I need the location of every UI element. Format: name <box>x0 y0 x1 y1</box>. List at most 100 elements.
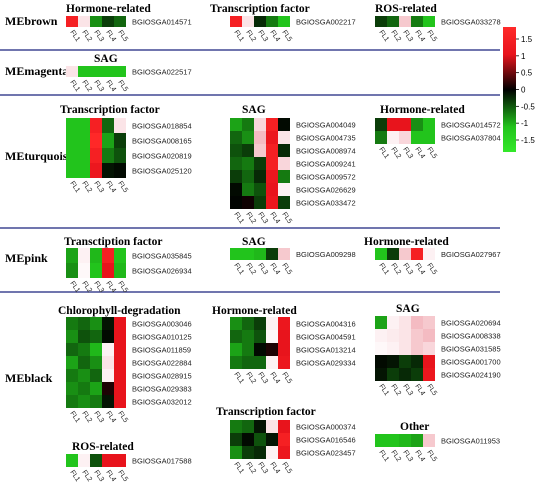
heatmap-cell <box>78 133 90 148</box>
heatmap-cell <box>102 148 114 163</box>
heatmap-cell <box>114 382 126 395</box>
colorbar-tick-label: 0 <box>521 86 526 95</box>
heatmap-cell <box>78 148 90 163</box>
heatmap-cell <box>242 446 254 459</box>
heatmap-cell <box>411 329 423 342</box>
heatmap-cell <box>387 248 399 260</box>
column-label: FL2 <box>389 29 402 43</box>
heatmap-cell <box>230 118 242 131</box>
heatmap-cell <box>411 16 423 27</box>
heatmap-cell <box>102 382 114 395</box>
heatmap-cell <box>423 16 435 27</box>
heatmap-cell <box>254 420 266 433</box>
gene-label: BGIOSGA014571 <box>132 18 192 27</box>
column-label: FL1 <box>68 29 81 43</box>
column-label: FL1 <box>68 469 81 483</box>
column-label: FL1 <box>377 262 390 276</box>
module-label: MEbrown <box>5 14 58 28</box>
heatmap-cell <box>387 131 399 144</box>
gene-label: BGIOSGA023457 <box>296 449 356 458</box>
column-label: FL4 <box>413 146 426 160</box>
heatmap-cell <box>254 356 266 369</box>
heatmap-cell <box>114 133 126 148</box>
heatmap-cell <box>114 66 126 77</box>
heatmap-cell <box>66 16 78 27</box>
heatmap-cell <box>90 330 102 343</box>
heatmap-cell <box>66 330 78 343</box>
heatmap-cell <box>66 382 78 395</box>
gene-label: BGIOSGA025120 <box>132 167 192 176</box>
column-label: FL3 <box>401 383 414 397</box>
heatmap-cell <box>66 369 78 382</box>
heatmap-cell <box>230 144 242 157</box>
column-label: FL3 <box>401 29 414 43</box>
gene-label: BGIOSGA002217 <box>296 18 356 27</box>
heatmap-cell <box>230 446 242 459</box>
column-label: FL4 <box>413 262 426 276</box>
gene-label: BGIOSGA008338 <box>441 332 501 341</box>
block-title: ROS-related <box>72 441 134 453</box>
gene-label: BGIOSGA004591 <box>296 333 356 342</box>
column-label: FL3 <box>401 146 414 160</box>
column-label: FL4 <box>104 79 117 93</box>
gene-label: BGIOSGA035845 <box>132 252 192 261</box>
heatmap-cell <box>266 157 278 170</box>
heatmap-cell <box>66 356 78 369</box>
block-title: Hormone-related <box>66 3 151 15</box>
gene-label: BGIOSGA024190 <box>441 371 501 380</box>
heatmap-cell <box>78 317 90 330</box>
block-title: SAG <box>242 236 266 248</box>
heatmap-cell <box>387 329 399 342</box>
gene-label: BGIOSGA013214 <box>296 346 356 355</box>
column-label: FL1 <box>377 29 390 43</box>
heatmap-cell <box>375 248 387 260</box>
colorbar-tick-label: 1.5 <box>521 35 533 44</box>
heatmap-cell <box>387 434 399 447</box>
heatmap-cell <box>102 248 114 263</box>
gene-label: BGIOSGA029334 <box>296 359 356 368</box>
block-title: Transcription factor <box>216 406 316 418</box>
heatmap-cell <box>90 395 102 408</box>
block-title: Transcription factor <box>60 104 160 116</box>
column-label: FL1 <box>377 449 390 463</box>
heatmap-cell <box>266 343 278 356</box>
heatmap-cell <box>230 420 242 433</box>
heatmap-cell <box>114 163 126 178</box>
block-title: Transctiption factor <box>64 236 162 248</box>
module-label: MEblack <box>5 371 53 385</box>
heatmap-cell <box>375 368 387 381</box>
heatmap-cell <box>278 433 290 446</box>
heatmap-cell <box>242 343 254 356</box>
column-label: FL2 <box>389 146 402 160</box>
heatmap-cell <box>423 329 435 342</box>
heatmap-cell <box>230 157 242 170</box>
heatmap-cell <box>375 316 387 329</box>
heatmap-cell <box>254 248 266 260</box>
gene-label: BGIOSGA026629 <box>296 186 356 195</box>
heatmap-cell <box>114 317 126 330</box>
heatmap-cell <box>254 330 266 343</box>
heatmap-cell <box>423 131 435 144</box>
heatmap-cell <box>399 316 411 329</box>
heatmap-cell <box>278 196 290 209</box>
column-label: FL1 <box>232 211 245 225</box>
heatmap-cell <box>114 356 126 369</box>
gene-label: BGIOSGA000374 <box>296 423 356 432</box>
heatmap-cell <box>254 170 266 183</box>
heatmap-cell <box>78 263 90 278</box>
heatmap-cell <box>242 356 254 369</box>
heatmap-cell <box>90 454 102 467</box>
block-title: SAG <box>396 303 420 315</box>
column-label: FL4 <box>268 29 281 43</box>
heatmap-cell <box>242 317 254 330</box>
heatmap-cell <box>411 131 423 144</box>
heatmap-cell <box>242 170 254 183</box>
heatmap-cell <box>387 355 399 368</box>
heatmap-cell <box>230 356 242 369</box>
column-label: FL5 <box>280 211 293 225</box>
heatmap-cell <box>278 343 290 356</box>
heatmap-cell <box>114 248 126 263</box>
heatmap-cell <box>78 16 90 27</box>
block-title: ROS-related <box>375 3 437 15</box>
column-label: FL5 <box>425 449 438 463</box>
